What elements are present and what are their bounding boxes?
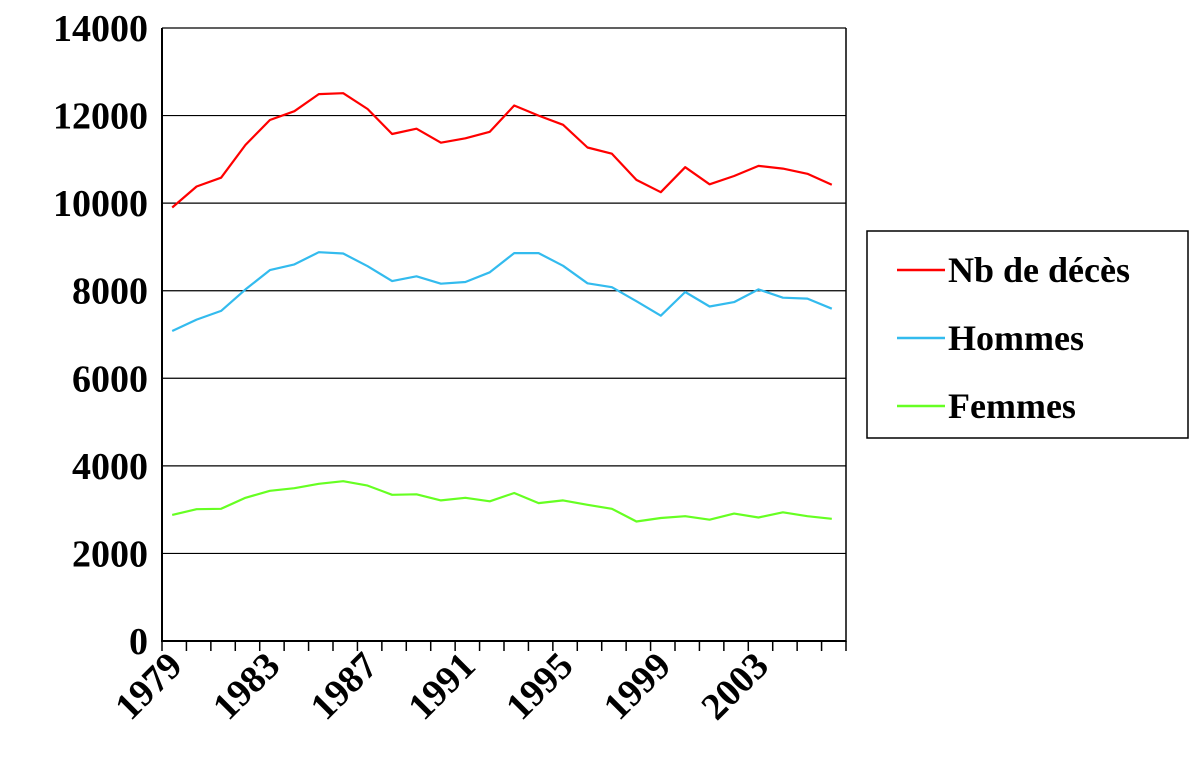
y-tick-label: 4000 [72, 446, 148, 488]
x-tick-label: 1999 [596, 645, 679, 728]
y-axis-tick-labels: 0 2000 4000 6000 8000 10000 12000 14000 [53, 8, 148, 663]
series-line-2 [171, 480, 832, 523]
y-tick-label: 0 [129, 621, 148, 663]
x-tick-label: 1995 [498, 645, 581, 728]
x-axis-tick-labels: 1979 1983 1987 1991 1995 1999 2003 [107, 645, 777, 728]
series-line-1 [171, 251, 833, 332]
x-tick-label: 1991 [400, 645, 483, 728]
y-tick-label: 10000 [53, 183, 148, 225]
legend: Nb de décès Hommes Femmes [866, 230, 1189, 439]
x-tick-label: 2003 [693, 645, 776, 728]
legend-box [866, 230, 1189, 439]
x-tick-label: 1979 [107, 645, 190, 728]
y-tick-label: 2000 [72, 533, 148, 575]
x-tick-label: 1983 [205, 645, 288, 728]
series-line-0 [171, 92, 833, 209]
y-tick-label: 8000 [72, 271, 148, 313]
y-tick-label: 14000 [53, 8, 148, 50]
x-axis-tick-marks [161, 641, 847, 651]
legend-label: Nb de décès [948, 250, 1130, 290]
series-lines [171, 92, 833, 523]
legend-label: Femmes [948, 386, 1076, 426]
legend-label: Hommes [948, 318, 1084, 358]
y-tick-label: 12000 [53, 96, 148, 138]
grid-lines [162, 27, 846, 555]
y-tick-label: 6000 [72, 358, 148, 400]
x-tick-label: 1987 [303, 645, 386, 728]
